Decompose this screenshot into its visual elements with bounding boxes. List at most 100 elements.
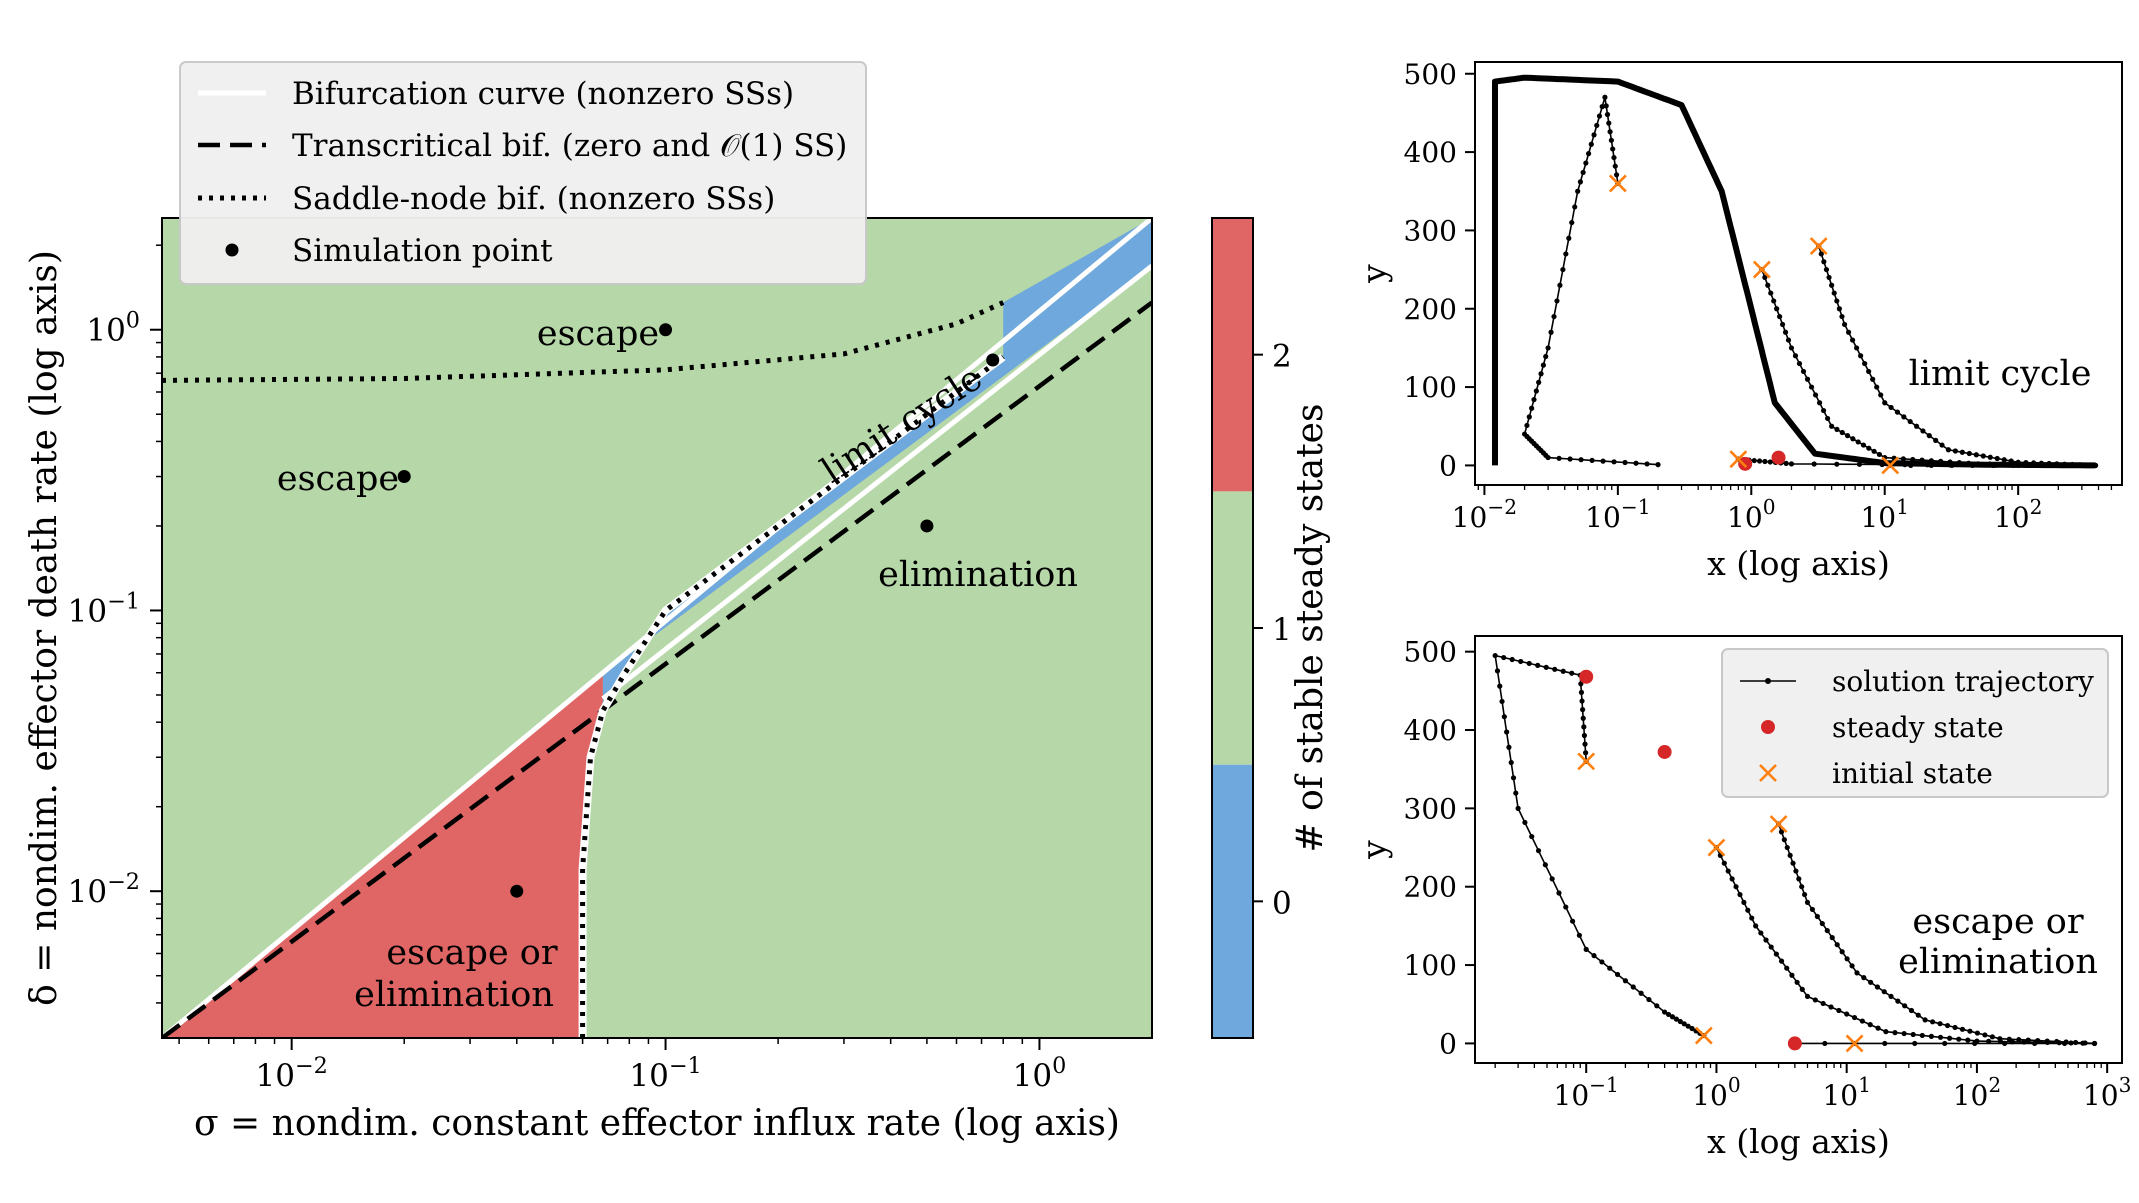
top-right-plot-trajectory-0-point-3 bbox=[1611, 154, 1617, 161]
bottom-right-plot-trajectory-2-point-30 bbox=[1922, 1017, 1928, 1023]
bottom-right-plot-trajectory-0-point-46 bbox=[1630, 984, 1636, 990]
top-right-plot-trajectory-0-point-13 bbox=[1594, 122, 1600, 129]
bottom-right-plot-trajectory-1-point-29 bbox=[1875, 1025, 1881, 1031]
top-right-plot-trajectory-1-point-18 bbox=[1820, 407, 1827, 414]
bottom-right-plot-trajectory-1-point-21 bbox=[1812, 997, 1818, 1003]
top-right-plot-xtick-label-3: 101 bbox=[1860, 495, 1908, 534]
bottom-right-plot-initial-state-0-b bbox=[1577, 752, 1596, 771]
bottom-right-plot-ytick-label-1: 100 bbox=[1404, 949, 1457, 982]
top-right-plot-trajectory-2-point-32 bbox=[1959, 449, 1965, 455]
bottom-right-plot-trajectory-0-point-15 bbox=[1535, 662, 1541, 668]
bottom-right-plot-trajectory-0-point-13 bbox=[1552, 666, 1558, 672]
top-right-plot-trajectory-2-point-24 bbox=[1907, 418, 1913, 425]
top-right-plot-trajectory-0-point-30 bbox=[1545, 345, 1551, 351]
bottom-right-plot-trajectory-1-point-31 bbox=[1892, 1030, 1898, 1036]
bottom-right-plot-steady-state-2 bbox=[1787, 1036, 1802, 1051]
top-right-plot-ytick-label-4: 400 bbox=[1404, 136, 1457, 169]
top-right-plot-steady-state-0 bbox=[1738, 456, 1753, 471]
bottom-right-plot-trajectory-2-point-45 bbox=[2044, 1038, 2050, 1044]
bottom-right-plot-trajectory-2-point-13 bbox=[1819, 920, 1825, 927]
bottom-right-plot-trajectory-1-point-32 bbox=[1901, 1030, 1907, 1037]
bifurcation-curve-lower bbox=[601, 263, 1152, 701]
top-right-plot-xtick-label-1: 10−1 bbox=[1585, 495, 1650, 534]
bottom-right-plot-trajectory-1-point-25 bbox=[1844, 1011, 1850, 1017]
bottom-right-plot-trajectory-0-point-53 bbox=[1673, 1016, 1679, 1022]
top-right-plot-trajectory-1-point-26 bbox=[1860, 442, 1867, 448]
top-right-plot-trajectory-1-point-16 bbox=[1812, 392, 1819, 398]
legend-swatch-simulation-point bbox=[225, 243, 239, 257]
top-right-plot-trajectory-2-point-10 bbox=[1841, 321, 1848, 328]
bottom-right-plot-xtick-label-2: 101 bbox=[1822, 1073, 1870, 1112]
top-right-plot-initial-state-3 bbox=[1729, 450, 1748, 469]
bottom-right-plot-trajectory-2-point-37 bbox=[1974, 1030, 1981, 1036]
top-right-plot-ylabel: y bbox=[1354, 264, 1393, 284]
bottom-right-plot-trajectory-1-point-41 bbox=[1986, 1038, 1992, 1044]
top-right-plot-trajectory-0-point-1 bbox=[1613, 172, 1620, 178]
label-elimination: elimination bbox=[878, 555, 1078, 595]
bottom-right-plot-trajectory-0-point-44 bbox=[1614, 971, 1621, 978]
top-right-plot-trajectory-4-point-5 bbox=[1990, 462, 1996, 469]
top-right-plot-trajectory-3-point-11 bbox=[1811, 461, 1817, 467]
top-right-plot-trajectory-0-point-32 bbox=[1540, 362, 1546, 368]
bottom-right-plot-trajectory-0-point-22 bbox=[1497, 683, 1503, 689]
bottom-right-plot-steady-state-1 bbox=[1657, 744, 1672, 759]
top-right-plot-trajectory-0-point-12 bbox=[1596, 113, 1603, 119]
top-right-plot-trajectory-0-point-36 bbox=[1531, 397, 1537, 403]
top-right-plot-trajectory-0-point-51 bbox=[1556, 455, 1562, 461]
top-right-plot-trajectory-1-point-22 bbox=[1839, 429, 1845, 436]
bottom-right-plot-ytick-label-0: 0 bbox=[1439, 1027, 1457, 1060]
top-right-plot-trajectory-0-point-7 bbox=[1606, 120, 1612, 126]
top-right-plot-limit-cycle bbox=[1492, 74, 2096, 469]
bottom-right-plot-trajectory-2-point-33 bbox=[1944, 1022, 1951, 1029]
top-right-plot-trajectory-2-point-8 bbox=[1836, 306, 1842, 312]
bottom-right-plot-trajectory-2-point-11 bbox=[1809, 906, 1816, 913]
top-right-plot-trajectory-2-point-34 bbox=[1973, 452, 1979, 458]
bottom-right-plot-trajectory-0-point-3 bbox=[1581, 732, 1588, 739]
phase-xtick-label-1: 10−1 bbox=[629, 1053, 701, 1094]
bottom-right-plot-trajectory-0-point-26 bbox=[1506, 744, 1512, 750]
top-right-plot-trajectory-2-point-18 bbox=[1874, 384, 1880, 390]
bottom-right-annotation-2: elimination bbox=[1898, 942, 2098, 982]
top-right-plot-trajectory-2-point-31 bbox=[1952, 448, 1958, 454]
top-right-plot-trajectory-1-point-12 bbox=[1796, 360, 1803, 367]
top-right-plot-ytick-label-3: 300 bbox=[1404, 214, 1457, 247]
top-right-plot-trajectory-1-point-13 bbox=[1800, 368, 1807, 375]
simulation-point-2 bbox=[986, 353, 1000, 367]
bottom-right-plot-trajectory-1-point-30 bbox=[1883, 1029, 1889, 1035]
bottom-right-plot-trajectory-1-point-3 bbox=[1725, 868, 1731, 874]
phase-legend-label-2: Saddle-node bif. (nonzero SSs) bbox=[292, 181, 775, 217]
bottom-right-plot-trajectory-1-point-4 bbox=[1729, 876, 1735, 882]
top-right-plot-trajectory-1-point-2 bbox=[1765, 282, 1771, 288]
bottom-right-plot-trajectory-0-point-39 bbox=[1576, 932, 1582, 938]
top-right-plot-trajectory-3-point-6 bbox=[1767, 459, 1773, 465]
phase-legend-label-3: Simulation point bbox=[292, 233, 553, 269]
phase-ytick-label-1: 10−1 bbox=[68, 588, 140, 629]
bottom-right-plot-trajectory-1-point-11 bbox=[1758, 930, 1764, 936]
top-right-plot-trajectory-4-point-2 bbox=[1928, 462, 1934, 469]
top-right-plot-plot-area bbox=[1492, 74, 2099, 475]
top-right-plot-trajectory-2-point-20 bbox=[1882, 400, 1888, 406]
simulation-point-0 bbox=[659, 323, 673, 337]
bottom-right-plot-initial-state-0 bbox=[1577, 752, 1596, 771]
bottom-right-plot-trajectory-0-point-20 bbox=[1492, 652, 1498, 659]
phase-ytick-label-2: 100 bbox=[86, 308, 140, 349]
top-right-plot-trajectory-2-point-36 bbox=[1987, 454, 1993, 460]
bottom-right-plot-trajectory-0-point-56 bbox=[1685, 1023, 1691, 1029]
top-right-plot-trajectory-0-point-4 bbox=[1610, 146, 1616, 152]
phase-xlabel: σ = nondim. constant effector influx rat… bbox=[194, 1103, 1120, 1144]
top-right-plot-trajectory-2-point-38 bbox=[2001, 457, 2007, 463]
top-right-plot-trajectory-0-point-31 bbox=[1543, 353, 1549, 360]
bottom-right-plot-trajectory-0-point-17 bbox=[1518, 658, 1524, 665]
bottom-right-plot-trajectory-2-point-43 bbox=[2025, 1037, 2031, 1043]
top-right-plot-trajectory-4-point-9 bbox=[2072, 462, 2078, 469]
top-right-plot-trajectory-0-point-14 bbox=[1591, 132, 1597, 138]
bottom-right-plot-initial-state-3-b bbox=[1694, 1026, 1713, 1045]
bottom-right-plot-trajectory-2-point-19 bbox=[1849, 963, 1855, 969]
bottom-right-plot-xtick-label-1: 100 bbox=[1692, 1073, 1740, 1112]
top-right-plot-trajectory-2-point-9 bbox=[1839, 313, 1845, 320]
bottom-right-plot-trajectory-2-point-2 bbox=[1781, 837, 1787, 843]
top-right-plot-xtick-label-2: 100 bbox=[1727, 495, 1775, 534]
colorbar-segment-0 bbox=[1212, 764, 1253, 1038]
bottom-right-plot-trajectory-1-point-35 bbox=[1928, 1033, 1935, 1039]
bottom-right-plot-trajectory-1-point-2 bbox=[1721, 860, 1727, 866]
